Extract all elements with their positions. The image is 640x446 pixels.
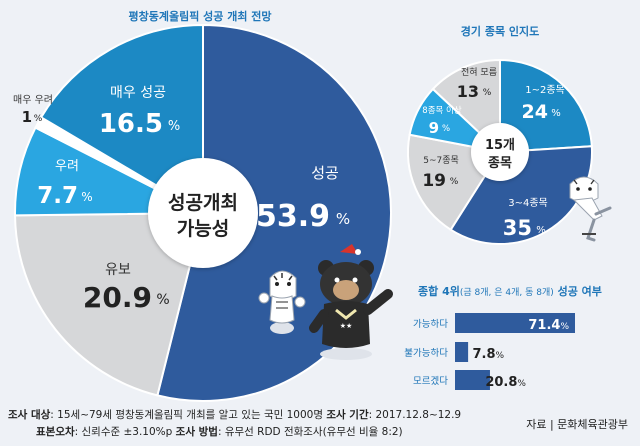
svg-text:3~4종목: 3~4종목 <box>508 197 548 209</box>
svg-text:7.7: 7.7 <box>37 183 78 209</box>
svg-text:우려: 우려 <box>55 159 79 174</box>
awareness-slice-label-8plus: 8종목 이상 9 % <box>422 105 462 137</box>
success-bar-chart: 가능하다 71.4% 불가능하다 7.8% 모르겠다 20.8% <box>404 313 575 390</box>
svg-text:%: % <box>483 88 492 98</box>
svg-text:종목: 종목 <box>488 156 512 171</box>
svg-text:9: 9 <box>429 119 439 137</box>
svg-text:★★: ★★ <box>340 322 353 330</box>
awareness-slice-label-none: 전혀 모름 13 % <box>457 67 497 101</box>
main-pie-title: 평창동계올림픽 성공 개최 전망 <box>128 9 271 23</box>
bar-value-label-2: 20.8% <box>485 375 526 390</box>
bar-value-label-1: 7.8% <box>473 347 505 362</box>
svg-text:매우 성공: 매우 성공 <box>110 85 166 101</box>
awareness-pie-center: 15개 종목 <box>471 123 529 181</box>
footer-line-2: 표본오차: 신뢰수준 ±3.10%p 조사 방법: 유무선 RDD 전화조사(유… <box>36 426 403 438</box>
main-pie-slice-1 <box>14 211 205 397</box>
main-pie <box>14 23 392 402</box>
svg-text:35: 35 <box>503 216 532 240</box>
bar-1 <box>455 342 469 362</box>
bar-chart-title: 종합 4위(금 8개, 은 4개, 동 8개) 성공 여부 <box>418 285 602 298</box>
source-credit: 자료 | 문화체육관광부 <box>526 418 628 431</box>
svg-text:전혀 모름: 전혀 모름 <box>461 67 497 78</box>
svg-text:유보: 유보 <box>105 262 131 278</box>
svg-text:1~2종목: 1~2종목 <box>525 84 565 96</box>
svg-text:5~7종목: 5~7종목 <box>423 155 459 166</box>
svg-text:13: 13 <box>457 82 479 101</box>
svg-text:%: % <box>336 210 350 228</box>
svg-text:53.9: 53.9 <box>256 199 330 234</box>
svg-text:%: % <box>450 177 459 187</box>
svg-text:%: % <box>536 225 546 236</box>
svg-text:24: 24 <box>522 101 548 123</box>
bar-category-label-0: 가능하다 <box>413 318 448 330</box>
svg-text:16.5: 16.5 <box>99 109 163 139</box>
bar-2 <box>455 370 490 390</box>
svg-text:성공: 성공 <box>311 164 339 182</box>
svg-text:%: % <box>442 124 450 134</box>
black-bear-mascot-image: ★★ <box>309 244 393 360</box>
svg-text:20.9: 20.9 <box>83 281 152 314</box>
svg-text:%: % <box>34 114 43 124</box>
awareness-slice-label-3-4: 3~4종목 35 % <box>503 197 548 240</box>
awareness-pie-title: 경기 종목 인지도 <box>461 24 540 38</box>
svg-text:%: % <box>81 190 92 204</box>
bar-category-label-2: 모르겠다 <box>413 376 448 387</box>
bar-category-label-1: 불가능하다 <box>404 347 448 359</box>
main-pie-slice-4 <box>39 23 204 215</box>
white-tiger-mascot-image <box>258 270 306 334</box>
svg-text:19: 19 <box>422 171 446 191</box>
awareness-pie-slice-0 <box>499 58 593 154</box>
main-pie-center-line2: 가능성 <box>177 218 229 240</box>
svg-text:%: % <box>156 292 169 308</box>
svg-text:1: 1 <box>22 108 32 126</box>
skating-tiger-mascot-image <box>569 176 612 242</box>
awareness-slice-label-1-2: 1~2종목 24 % <box>522 84 565 123</box>
main-slice-label-very-success: 매우 성공 16.5 % <box>99 85 180 139</box>
main-pie-center: 성공개최 가능성 <box>148 158 258 268</box>
bar-value-label-0: 71.4% <box>528 318 569 333</box>
bar-0 <box>455 313 575 333</box>
survey-footer: 조사 대상: 15세~79세 평창동계올림픽 개최를 알고 있는 국민 1000… <box>0 404 640 446</box>
svg-text:%: % <box>551 108 561 119</box>
svg-text:15개: 15개 <box>485 138 515 153</box>
svg-text:%: % <box>168 119 180 134</box>
footer-line-1: 조사 대상: 15세~79세 평창동계올림픽 개최를 알고 있는 국민 1000… <box>8 409 462 421</box>
main-slice-label-very-worried: 매우 우려 1 % <box>13 94 53 126</box>
awareness-pie-slice-1 <box>449 145 593 245</box>
main-slice-label-reserved: 유보 20.9 % <box>83 262 170 314</box>
awareness-slice-label-5-7: 5~7종목 19 % <box>422 155 458 191</box>
main-pie-center-line1: 성공개최 <box>168 192 238 214</box>
svg-text:8종목 이상: 8종목 이상 <box>422 105 462 116</box>
main-slice-label-worried: 우려 7.7 % <box>37 159 92 209</box>
main-slice-label-success: 성공 53.9 % <box>256 164 350 234</box>
svg-text:매우 우려: 매우 우려 <box>13 94 53 106</box>
